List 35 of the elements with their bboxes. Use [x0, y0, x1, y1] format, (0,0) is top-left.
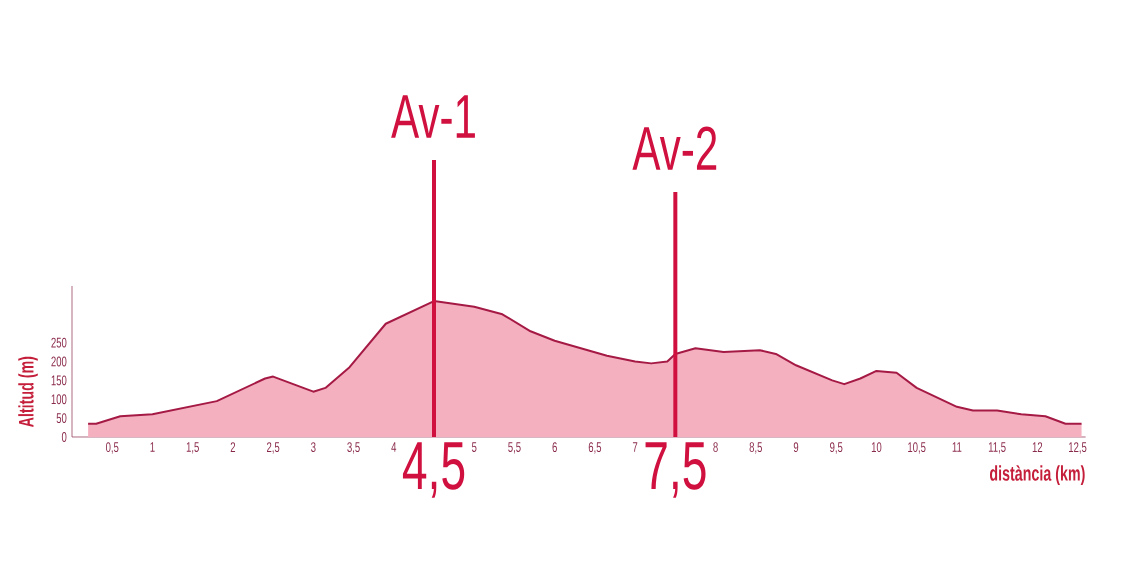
x-tick-label: 6: [552, 442, 557, 453]
ref-line-label: Av-1: [391, 95, 475, 138]
x-tick-label: 2: [230, 442, 236, 452]
x-tick-label: 5,5: [508, 442, 521, 454]
x-tick-label: 4: [391, 442, 397, 452]
x-tick-label: 10: [871, 442, 882, 453]
x-tick-label: 5: [471, 442, 477, 452]
x-tick-label: 9,5: [830, 442, 843, 454]
x-tick-label: 3,5: [347, 442, 360, 454]
x-tick-label: 12: [1032, 442, 1043, 452]
x-tick-label: 11: [952, 442, 962, 452]
x-tick-label: 3: [311, 442, 316, 453]
y-tick-label: 100: [51, 394, 67, 405]
x-tick-label: 8,5: [749, 442, 762, 454]
y-axis-title: Altitud (m): [18, 356, 38, 428]
y-tick-label: 150: [51, 375, 67, 386]
x-tick-label: 1,5: [186, 442, 199, 454]
x-axis-title: distància (km): [989, 465, 1085, 485]
annotation: 7,5: [645, 442, 706, 498]
x-tick-label: 0,5: [105, 442, 119, 454]
x-tick-label: 8: [713, 442, 718, 453]
x-tick-label: 10,5: [908, 442, 926, 454]
annotation: 4,5: [402, 442, 465, 498]
ref-line-label: Av-2: [632, 126, 717, 170]
y-tick-label: 50: [56, 413, 67, 424]
x-tick-label: 7: [632, 442, 638, 452]
x-tick-label: 9: [793, 442, 799, 453]
x-tick-label: 1: [150, 442, 155, 452]
y-tick-label: 200: [51, 356, 67, 367]
x-tick-label: 11,5: [988, 442, 1006, 454]
x-tick-label: 2,5: [266, 442, 280, 454]
y-tick-label: 250: [51, 337, 67, 348]
y-tick-label: 0: [61, 432, 67, 442]
x-tick-label: 6,5: [588, 442, 602, 454]
x-tick-label: 12,5: [1069, 442, 1087, 454]
